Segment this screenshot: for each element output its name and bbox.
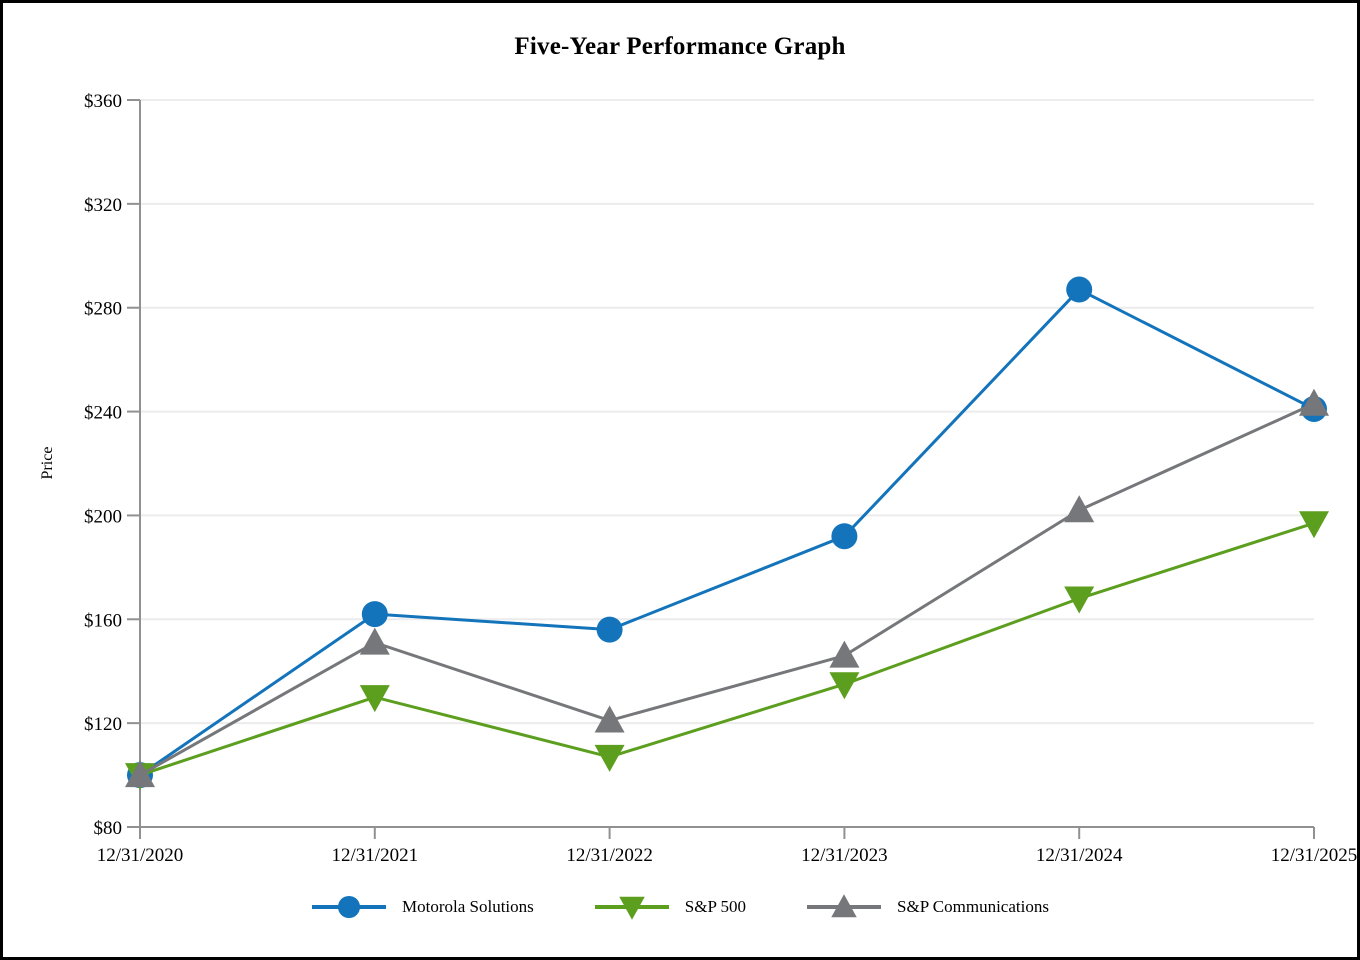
legend-marker-shape-2 — [831, 894, 857, 918]
series-line-0 — [138, 288, 1316, 777]
series-line-1 — [138, 521, 1316, 777]
series-1-marker-1 — [359, 685, 390, 713]
x-tick-label-3: 12/31/2023 — [801, 845, 888, 866]
legend: Motorola Solutions S&P 500 S&P Communicati… — [3, 893, 1357, 921]
series-1-marker-2 — [594, 744, 625, 772]
series-2-marker-3 — [829, 640, 860, 668]
legend-item-1: S&P 500 — [594, 893, 746, 921]
series-0-marker-2 — [596, 616, 623, 643]
legend-marker-triangle-up-icon — [807, 894, 882, 918]
legend-label-2: S&P Communications — [897, 897, 1049, 916]
series-0-marker-3 — [831, 523, 858, 550]
x-tick-label-0: 12/31/2020 — [97, 845, 184, 866]
y-tick-label-280: $280 — [84, 299, 122, 320]
series-1-marker-4 — [1064, 586, 1095, 614]
series-2-marker-1 — [359, 627, 390, 655]
legend-marker-circle-icon — [312, 895, 387, 919]
legend-marker-triangle-down-icon — [594, 896, 669, 920]
x-tick-label-2: 12/31/2022 — [566, 845, 653, 866]
series-2-marker-2 — [594, 705, 625, 733]
series-2-marker-0 — [125, 760, 155, 788]
series-1-marker-5 — [1299, 511, 1329, 539]
x-tick-label-4: 12/31/2024 — [1036, 845, 1123, 866]
series-2-marker-4 — [1064, 495, 1095, 523]
y-tick-label-160: $160 — [84, 610, 122, 631]
legend-item-2: S&P Communications — [806, 893, 1049, 921]
series-2-marker-5 — [1299, 388, 1329, 416]
series-0-marker-4 — [1066, 276, 1093, 303]
series-line-2 — [138, 402, 1316, 777]
series-1-marker-3 — [829, 672, 860, 700]
legend-item-0: Motorola Solutions — [311, 893, 534, 921]
y-tick-label-240: $240 — [84, 403, 122, 424]
line-chart-plot-area: $80 $120 $160 $200 $240 $280 $320 $360 12/31/202… — [84, 91, 1358, 866]
y-tick-label-360: $360 — [84, 91, 122, 112]
y-tick-label-80: $80 — [94, 818, 123, 839]
legend-marker-shape-1 — [619, 896, 645, 920]
legend-label-0: Motorola Solutions — [402, 897, 534, 916]
series-0-marker-1 — [361, 601, 388, 628]
chart-title: Five-Year Performance Graph — [514, 33, 846, 60]
y-tick-label-120: $120 — [84, 714, 122, 735]
y-tick-label-320: $320 — [84, 195, 122, 216]
legend-label-1: S&P 500 — [684, 897, 747, 916]
x-tick-label-5: 12/31/2025 — [1271, 845, 1358, 866]
legend-marker-shape-0 — [337, 895, 361, 919]
x-tick-label-1: 12/31/2021 — [332, 845, 419, 866]
y-tick-label-200: $200 — [84, 506, 122, 527]
